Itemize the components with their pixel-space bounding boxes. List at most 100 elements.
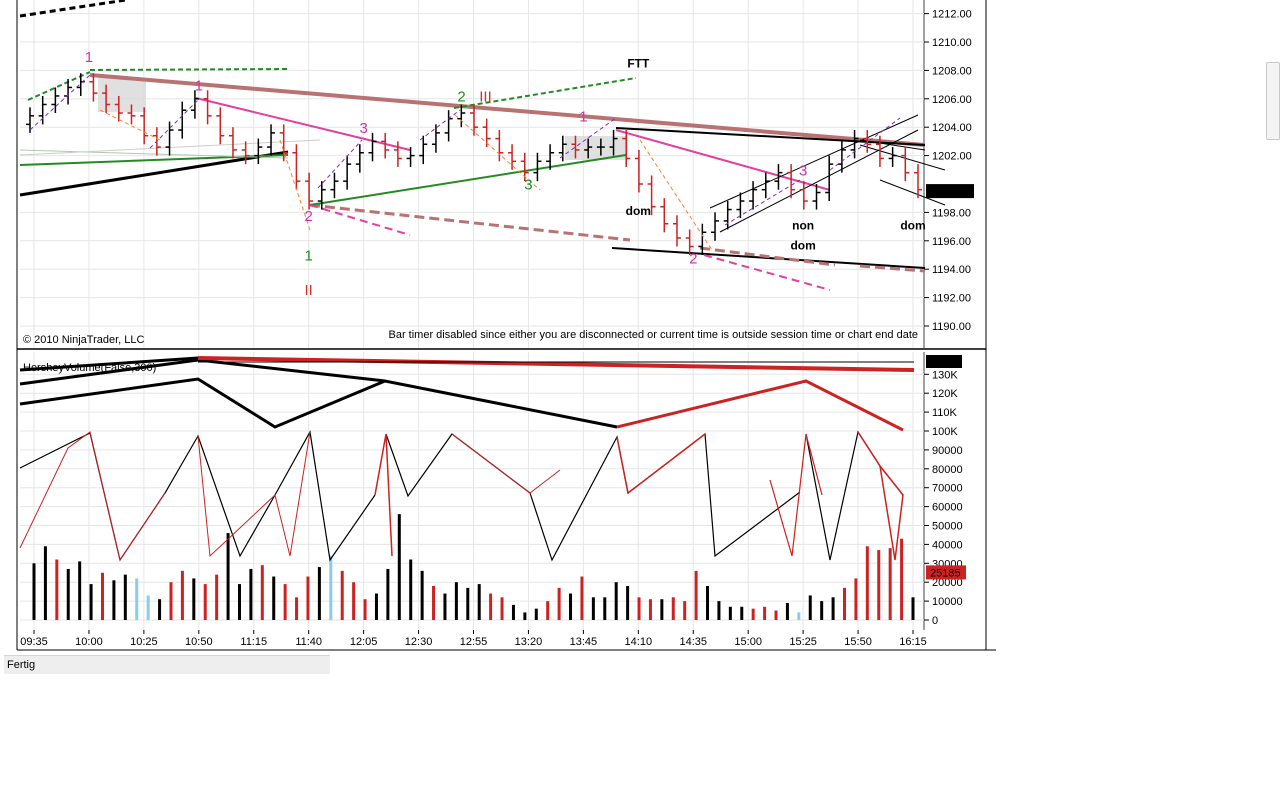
volume-bar (340, 570, 344, 620)
price-annotation: 1 (579, 109, 587, 126)
candle (470, 104, 478, 136)
volume-tick-label: 50000 (932, 521, 963, 533)
volume-swing-line-red (451, 433, 561, 494)
micro-trend-line (639, 139, 713, 251)
candle (736, 192, 745, 219)
trend-line (89, 73, 926, 147)
last-price-badge (926, 184, 974, 199)
candle (584, 138, 593, 159)
candle (533, 152, 542, 182)
volume-bar (374, 593, 378, 620)
volume-bar (192, 578, 196, 620)
price-tick-label: 1206.00 (932, 94, 972, 106)
candle (787, 164, 796, 199)
time-tick-label: 10:00 (75, 636, 103, 648)
candle (647, 175, 656, 216)
volume-bar (489, 593, 493, 620)
candle (571, 135, 580, 159)
volume-bar (477, 584, 481, 620)
candle (254, 138, 263, 165)
volume-bar (877, 550, 881, 620)
candle (89, 73, 98, 102)
micro-trend-line (724, 179, 801, 226)
volume-bar (728, 606, 732, 620)
volume-bar (295, 597, 299, 620)
volume-bar (454, 582, 458, 620)
price-tick-label: 1196.00 (932, 236, 971, 248)
volume-bar (443, 593, 447, 620)
price-annotation: III (479, 89, 492, 106)
chart-window: 1212.00 1210.00 1208.00 1206.00 1204.00 1202.… (0, 0, 1000, 652)
candle (431, 124, 440, 153)
candle (660, 198, 669, 233)
volume-bar (888, 548, 892, 620)
status-bar: Fertig (4, 655, 330, 674)
candle (190, 90, 199, 119)
candle (419, 135, 428, 165)
volume-trend-line-red (197, 356, 915, 372)
volume-bar (831, 597, 835, 620)
volume-bar (683, 601, 687, 620)
trend-line (703, 254, 831, 291)
candle (330, 172, 339, 199)
candle (761, 172, 770, 199)
time-tick-label: 09:35 (20, 636, 48, 648)
volume-tick-label: 60000 (932, 502, 963, 514)
candle (127, 104, 136, 125)
volume-bar (648, 599, 652, 620)
time-tick-label: 14:10 (625, 636, 653, 648)
price-annotation: 3 (359, 120, 367, 137)
price-tick-label: 1212.00 (932, 9, 972, 21)
volume-bar (146, 595, 150, 620)
price-annotation: FTT (627, 57, 650, 71)
candle (622, 130, 631, 167)
trend-line (615, 129, 831, 191)
volume-bar (123, 574, 127, 620)
candle (140, 107, 149, 145)
micro-trend-line (279, 139, 311, 231)
volume-tick-label: 70000 (932, 483, 963, 495)
candle (508, 144, 517, 170)
price-annotation: dom (900, 218, 925, 232)
candle (305, 172, 314, 210)
trend-line (859, 264, 926, 273)
candle (292, 144, 301, 190)
candle (482, 118, 491, 148)
scrollbar-thumb[interactable] (1266, 62, 1280, 140)
candle (875, 135, 884, 167)
time-tick-label: 14:35 (679, 636, 707, 648)
time-tick-label: 12:30 (405, 636, 433, 648)
price-tick-label: 1194.00 (932, 264, 971, 276)
candle (609, 130, 618, 156)
candle (343, 155, 352, 190)
candle (457, 104, 466, 128)
trend-line (859, 139, 926, 151)
volume-swing-line-red (19, 431, 166, 562)
volume-bar (432, 585, 436, 620)
candle (38, 95, 47, 125)
volume-bar (283, 584, 287, 620)
micro-trend-line (454, 114, 541, 191)
volume-bar (317, 567, 321, 620)
candle (914, 164, 922, 199)
volume-bar (329, 555, 333, 620)
volume-bar (237, 584, 241, 620)
volume-trend-line (19, 377, 618, 429)
volume-bar (717, 601, 721, 620)
volume-last-label: 25185 (930, 567, 961, 579)
candle (228, 127, 237, 159)
price-annotation: dom (626, 204, 651, 218)
volume-bar (534, 608, 538, 620)
volume-bar (55, 559, 59, 620)
time-tick-label: 10:50 (185, 636, 213, 648)
trend-line (309, 154, 627, 206)
micro-trend-line (149, 99, 199, 149)
volume-bar (100, 572, 104, 620)
trend-line (19, 150, 289, 197)
candle (203, 90, 212, 125)
price-tick-label: 1202.00 (932, 151, 972, 163)
chart-canvas[interactable]: 1212.00 1210.00 1208.00 1206.00 1204.00 1202.… (0, 0, 1000, 652)
volume-tick-label: 120K (932, 388, 958, 400)
candle (444, 110, 453, 142)
volume-swing-line-red (197, 431, 311, 558)
